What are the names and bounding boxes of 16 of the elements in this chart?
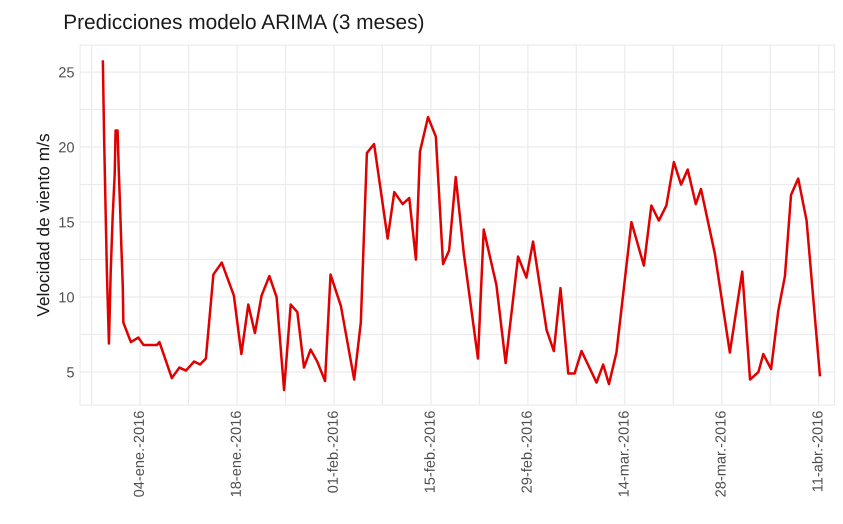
x-tick-label: 18-ene.-2016 (230, 411, 241, 496)
chart-title: Predicciones modelo ARIMA (3 meses) (64, 14, 424, 34)
x-tick-label: 14-mar.-2016 (618, 411, 629, 496)
x-tick-label: 29-feb.-2016 (521, 411, 532, 493)
x-tick-label: 15-feb.-2016 (424, 411, 435, 492)
x-tick-label: 01-feb.-2016 (327, 411, 338, 493)
y-tick-label: 20 (59, 142, 74, 152)
x-tick-label: 28-mar.-2016 (715, 411, 726, 497)
x-tick-label: 04-ene.-2016 (134, 411, 144, 497)
x-tick-label: 11-abr.-2016 (812, 411, 823, 492)
line-series (102, 60, 822, 392)
y-tick-label: 15 (59, 217, 74, 228)
y-tick-label: 5 (67, 367, 74, 378)
y-tick-label: 25 (59, 67, 74, 78)
y-tick-label: 10 (59, 292, 74, 302)
y-axis-title: Velocidad de viento m/s (36, 134, 50, 317)
